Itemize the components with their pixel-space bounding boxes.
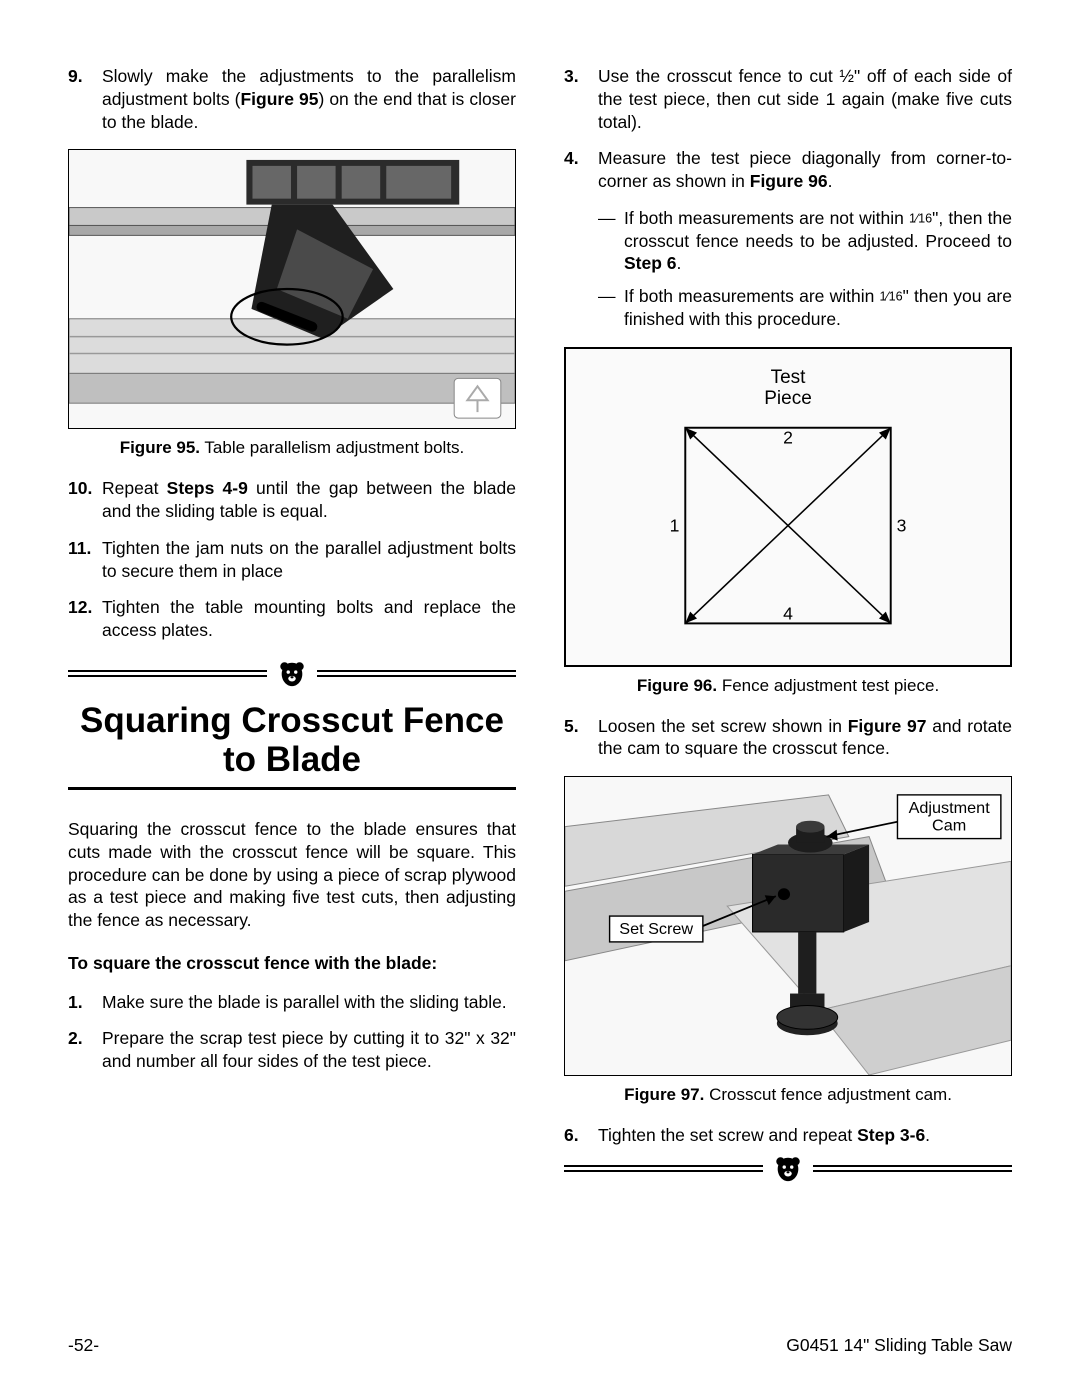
intro-paragraph: Squaring the crosscut fence to the blade… [68,818,516,932]
step-text: Tighten the table mounting bolts and rep… [102,596,516,642]
step-12: 12. Tighten the table mounting bolts and… [68,596,516,642]
right-column: 3. Use the crosscut fence to cut ½" off … [564,65,1012,1196]
figure-95 [68,149,516,429]
step-10: 10. Repeat Steps 4-9 until the gap betwe… [68,477,516,523]
step-6: 6. Tighten the set screw and repeat Step… [564,1124,1012,1147]
svg-text:Set Screw: Set Screw [619,920,693,938]
svg-text:Cam: Cam [932,817,966,835]
step-number: 6. [564,1124,598,1147]
step-5: 5. Loosen the set screw shown in Figure … [564,715,1012,761]
left-column: 9. Slowly make the adjustments to the pa… [68,65,516,1196]
side-3: 3 [897,516,907,536]
step-number: 11. [68,537,102,583]
figure-96: Test Piece 2 1 3 4 [564,347,1012,667]
step-4-sub-b: — If both measurements are within 1⁄16" … [598,285,1012,331]
two-column-layout: 9. Slowly make the adjustments to the pa… [68,65,1012,1196]
step-text: Repeat Steps 4-9 until the gap between t… [102,477,516,523]
step-text: Use the crosscut fence to cut ½" off of … [598,65,1012,133]
step-text: Prepare the scrap test piece by cutting … [102,1027,516,1073]
section-divider [68,670,516,677]
step-number: 1. [68,991,102,1014]
figure-96-caption: Figure 96. Fence adjustment test piece. [564,675,1012,697]
step-1: 1. Make sure the blade is parallel with … [68,991,516,1014]
step-4: 4. Measure the test piece diagonally fro… [564,147,1012,193]
step-4-sub-a: — If both measurements are not within 1⁄… [598,207,1012,275]
step-number: 10. [68,477,102,523]
svg-text:Adjustment: Adjustment [909,799,991,817]
step-text: Tighten the jam nuts on the parallel adj… [102,537,516,583]
step-text: Make sure the blade is parallel with the… [102,991,516,1014]
step-text: Tighten the set screw and repeat Step 3-… [598,1124,1012,1147]
step-11: 11. Tighten the jam nuts on the parallel… [68,537,516,583]
side-2: 2 [783,428,793,448]
test-piece-label: Test Piece [764,367,812,411]
procedure-subhead: To square the crosscut fence with the bl… [68,952,516,975]
step-number: 9. [68,65,102,133]
step-9: 9. Slowly make the adjustments to the pa… [68,65,516,133]
step-text: Measure the test piece diagonally from c… [598,147,1012,193]
step-number: 3. [564,65,598,133]
section-heading: Squaring Crosscut Fence to Blade [68,701,516,779]
page-number: -52- [68,1334,99,1357]
step-text: Loosen the set screw shown in Figure 97 … [598,715,1012,761]
bear-icon [267,658,317,688]
page-footer: -52- G0451 14" Sliding Table Saw [68,1334,1012,1357]
bear-icon [763,1153,813,1183]
figure-97: Adjustment Cam Set Screw [564,776,1012,1076]
figure-97-caption: Figure 97. Crosscut fence adjustment cam… [564,1084,1012,1106]
step-number: 2. [68,1027,102,1073]
side-1: 1 [670,516,680,536]
side-4: 4 [783,604,793,624]
step-number: 5. [564,715,598,761]
step-number: 12. [68,596,102,642]
figure-95-caption: Figure 95. Table parallelism adjustment … [68,437,516,459]
step-3: 3. Use the crosscut fence to cut ½" off … [564,65,1012,133]
test-piece-diagram: 2 1 3 4 [658,416,918,641]
step-text: Slowly make the adjustments to the paral… [102,65,516,133]
heading-rule [68,787,516,790]
section-divider [564,1165,1012,1172]
step-number: 4. [564,147,598,193]
step-2: 2. Prepare the scrap test piece by cutti… [68,1027,516,1073]
model-label: G0451 14" Sliding Table Saw [786,1334,1012,1357]
